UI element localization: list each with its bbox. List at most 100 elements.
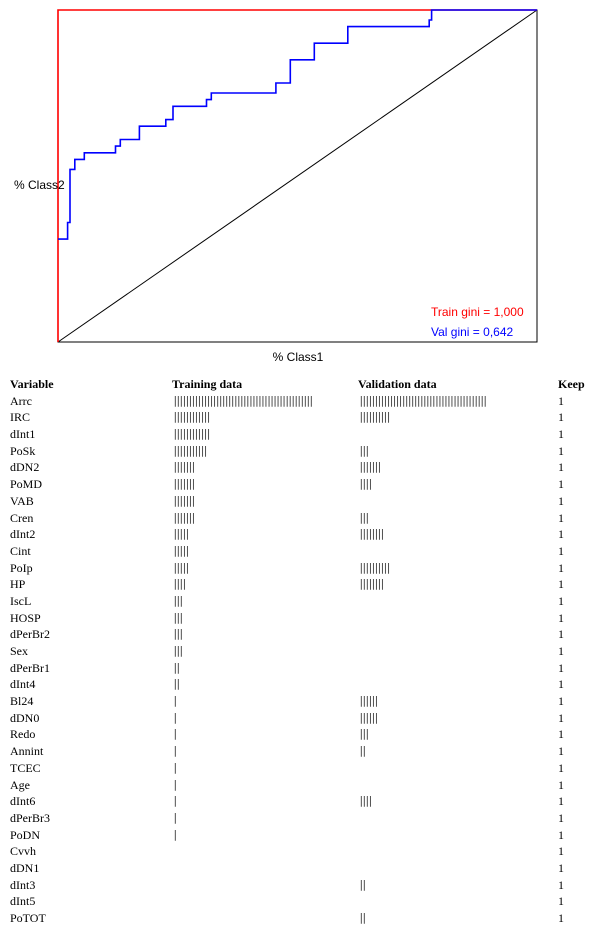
keep-value: 1 bbox=[558, 610, 564, 625]
roc-chart: % Class2 % Class1 Train gini = 1,000 Val… bbox=[14, 9, 538, 364]
training-importance-bars: |||| bbox=[172, 577, 188, 591]
legend-val-gini: Val gini = 0,642 bbox=[431, 325, 513, 339]
variable-name: dPerBr3 bbox=[10, 810, 50, 825]
training-importance-bars: ||||| bbox=[172, 560, 191, 574]
table-body: Arrc ||||||||||||||||||||||||||||||||||||… bbox=[10, 393, 594, 927]
header-training-data: Training data bbox=[172, 377, 243, 391]
validation-importance-bars: |||| bbox=[358, 794, 374, 808]
validation-importance-bars: |||||||| bbox=[358, 577, 386, 591]
header-validation-data: Validation data bbox=[358, 377, 437, 391]
validation-importance-bars: ||||||||||||||||||||||||||||||||||||||||… bbox=[358, 393, 489, 407]
table-row: Bl24 | |||||| 1 bbox=[10, 693, 594, 710]
training-importance-bars: |||||||||||| bbox=[172, 427, 212, 441]
validation-importance-bars: ||||||| bbox=[358, 460, 383, 474]
legend-train-gini: Train gini = 1,000 bbox=[431, 305, 524, 319]
table-row: VAB ||||||| 1 bbox=[10, 493, 594, 510]
keep-value: 1 bbox=[558, 527, 564, 542]
keep-value: 1 bbox=[558, 810, 564, 825]
validation-importance-bars: |||||| bbox=[358, 694, 380, 708]
keep-value: 1 bbox=[558, 460, 564, 475]
table-row: IRC |||||||||||| |||||||||| 1 bbox=[10, 409, 594, 426]
header-variable: Variable bbox=[10, 377, 54, 391]
keep-value: 1 bbox=[558, 427, 564, 442]
table-row: Cint ||||| 1 bbox=[10, 543, 594, 560]
keep-value: 1 bbox=[558, 510, 564, 525]
table-row: IscL ||| 1 bbox=[10, 593, 594, 610]
keep-value: 1 bbox=[558, 493, 564, 508]
variable-name: HOSP bbox=[10, 610, 41, 625]
validation-importance-bars: ||| bbox=[358, 443, 371, 457]
training-importance-bars: ||||| bbox=[172, 527, 191, 541]
variable-name: HP bbox=[10, 577, 26, 592]
table-row: dInt6 | |||| 1 bbox=[10, 793, 594, 810]
training-importance-bars: ||||||| bbox=[172, 510, 197, 524]
table-row: Redo | ||| 1 bbox=[10, 726, 594, 743]
variable-name: Annint bbox=[10, 744, 44, 759]
variable-name: Sex bbox=[10, 644, 28, 658]
train-roc-line bbox=[57, 9, 537, 342]
variable-name: Cint bbox=[10, 543, 31, 558]
training-importance-bars: | bbox=[172, 710, 179, 724]
table-row: dPerBr1 || 1 bbox=[10, 660, 594, 677]
variable-name: dInt6 bbox=[10, 794, 36, 809]
variable-name: PoIp bbox=[10, 560, 33, 575]
training-importance-bars: | bbox=[172, 744, 179, 758]
table-header: Variable Training data Validation data K… bbox=[10, 376, 594, 393]
validation-importance-bars: |||||||||| bbox=[358, 560, 392, 574]
table-row: Cren ||||||| ||| 1 bbox=[10, 510, 594, 527]
variable-name: Arrc bbox=[10, 393, 32, 408]
table-row: PoTOT || 1 bbox=[10, 910, 594, 927]
training-importance-bars: ||||||||||||||||||||||||||||||||||||||||… bbox=[172, 393, 315, 407]
keep-value: 1 bbox=[558, 777, 564, 792]
table-row: Sex ||| 1 bbox=[10, 643, 594, 660]
variable-name: Bl24 bbox=[10, 694, 34, 709]
keep-value: 1 bbox=[558, 677, 564, 692]
training-importance-bars: ||| bbox=[172, 627, 185, 641]
validation-importance-bars: |||| bbox=[358, 477, 374, 491]
table-row: PoMD ||||||| |||| 1 bbox=[10, 476, 594, 493]
validation-importance-bars: ||| bbox=[358, 727, 371, 741]
keep-value: 1 bbox=[558, 593, 564, 608]
training-importance-bars: ||||| bbox=[172, 543, 191, 557]
variable-name: Age bbox=[10, 777, 30, 792]
table-row: dInt3 || 1 bbox=[10, 877, 594, 894]
training-importance-bars: | bbox=[172, 727, 179, 741]
keep-value: 1 bbox=[558, 577, 564, 592]
training-importance-bars: ||| bbox=[172, 610, 185, 624]
table-row: Cvvh 1 bbox=[10, 843, 594, 860]
keep-value: 1 bbox=[558, 794, 564, 809]
variable-name: dPerBr1 bbox=[10, 660, 50, 675]
validation-roc-line bbox=[58, 9, 537, 240]
table-row: Annint | || 1 bbox=[10, 743, 594, 760]
validation-importance-bars: || bbox=[358, 911, 368, 924]
validation-importance-bars: || bbox=[358, 744, 368, 758]
validation-importance-bars: ||| bbox=[358, 510, 371, 524]
training-importance-bars: | bbox=[172, 827, 179, 841]
validation-importance-bars: |||||||| bbox=[358, 527, 386, 541]
variable-name: PoDN bbox=[10, 827, 41, 842]
keep-value: 1 bbox=[558, 644, 564, 658]
training-importance-bars: | bbox=[172, 777, 179, 791]
training-importance-bars: | bbox=[172, 760, 179, 774]
keep-value: 1 bbox=[558, 860, 564, 875]
training-importance-bars: ||| bbox=[172, 593, 185, 607]
y-axis-label: % Class2 bbox=[14, 178, 65, 192]
training-importance-bars: | bbox=[172, 810, 179, 824]
training-importance-bars: ||||||||||| bbox=[172, 443, 209, 457]
table-row: Age | 1 bbox=[10, 777, 594, 794]
variable-name: dDN2 bbox=[10, 460, 40, 475]
variable-name: PoSk bbox=[10, 443, 36, 458]
keep-value: 1 bbox=[558, 410, 564, 425]
variable-name: PoTOT bbox=[10, 911, 46, 925]
table-row: TCEC | 1 bbox=[10, 760, 594, 777]
table-row: PoSk ||||||||||| ||| 1 bbox=[10, 443, 594, 460]
variable-name: dInt3 bbox=[10, 877, 36, 892]
table-row: dDN2 ||||||| ||||||| 1 bbox=[10, 459, 594, 476]
variable-name: Cvvh bbox=[10, 844, 37, 859]
validation-importance-bars: || bbox=[358, 877, 368, 891]
variable-name: TCEC bbox=[10, 760, 41, 775]
table-row: PoDN | 1 bbox=[10, 827, 594, 844]
table-row: dInt2 ||||| |||||||| 1 bbox=[10, 526, 594, 543]
table-row: HP |||| |||||||| 1 bbox=[10, 576, 594, 593]
variable-name: Cren bbox=[10, 510, 34, 525]
